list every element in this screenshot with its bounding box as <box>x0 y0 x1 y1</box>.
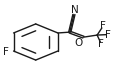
Text: N: N <box>71 5 79 15</box>
Text: O: O <box>74 38 82 48</box>
Text: F: F <box>106 30 111 40</box>
Text: F: F <box>98 39 104 49</box>
Text: F: F <box>100 21 106 31</box>
Text: F: F <box>3 47 9 57</box>
